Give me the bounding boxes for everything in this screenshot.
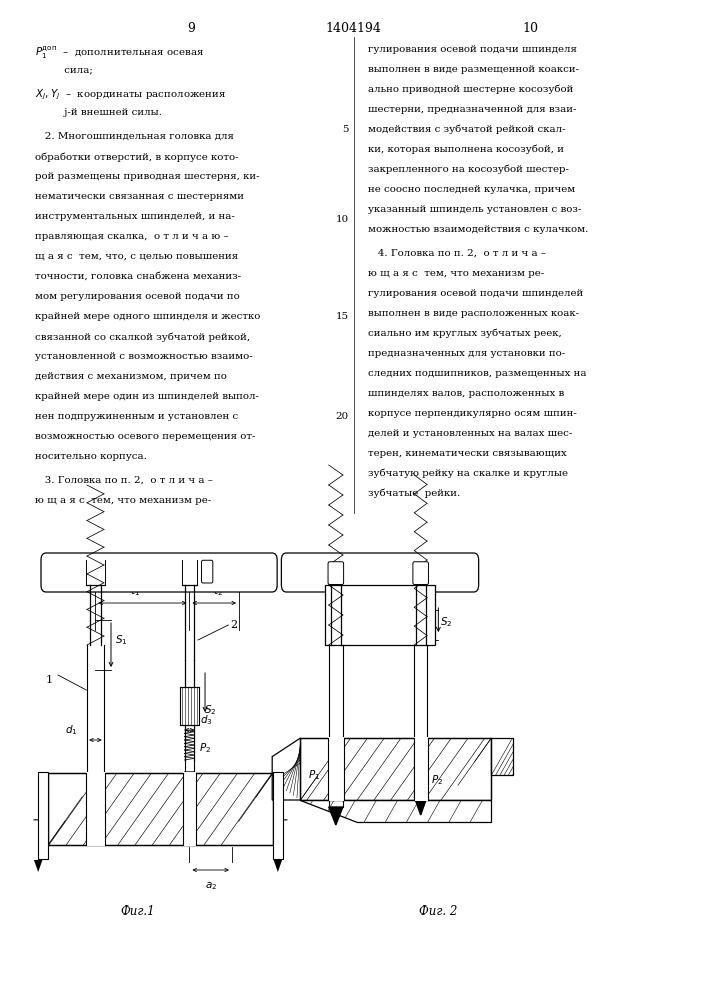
Text: крайней мере один из шпинделей выпол-: крайней мере один из шпинделей выпол-	[35, 392, 259, 401]
Text: 1404194: 1404194	[325, 22, 382, 35]
Text: сиально им круглых зубчатых реек,: сиально им круглых зубчатых реек,	[368, 329, 561, 338]
Text: ю щ а я с  тем, что механизм ре-: ю щ а я с тем, что механизм ре-	[35, 496, 211, 505]
Text: 2. Многошпиндельная головка для: 2. Многошпиндельная головка для	[35, 132, 234, 141]
Bar	[328, 737, 344, 801]
Text: шпинделях валов, расположенных в: шпинделях валов, расположенных в	[368, 389, 564, 398]
FancyBboxPatch shape	[413, 562, 428, 584]
Bar	[273, 772, 283, 859]
Bar	[48, 773, 273, 845]
Text: закрепленного на косозубой шестер-: закрепленного на косозубой шестер-	[368, 165, 568, 174]
Polygon shape	[272, 738, 300, 800]
Text: $S_1$: $S_1$	[350, 613, 363, 627]
Polygon shape	[87, 787, 104, 805]
Text: нематически связанная с шестернями: нематически связанная с шестернями	[35, 192, 245, 201]
Text: 9: 9	[187, 22, 195, 35]
Text: $S_2$: $S_2$	[440, 615, 453, 629]
Text: ки, которая выполнена косозубой, и: ки, которая выполнена косозубой, и	[368, 145, 563, 154]
Text: носительно корпуса.: носительно корпуса.	[35, 452, 147, 461]
Text: $X_j, Y_j$  –  координаты расположения: $X_j, Y_j$ – координаты расположения	[35, 88, 227, 102]
Polygon shape	[491, 738, 513, 775]
Text: 10: 10	[335, 215, 349, 224]
Text: $a_2$: $a_2$	[204, 880, 217, 892]
Text: сила;: сила;	[35, 65, 93, 74]
Text: $P_2$: $P_2$	[431, 773, 443, 787]
Text: $P^{\text{доп}}_{1}$  –  дополнительная осевая: $P^{\text{доп}}_{1}$ – дополнительная ос…	[35, 45, 205, 61]
Text: ю щ а я с  тем, что механизм ре-: ю щ а я с тем, что механизм ре-	[368, 269, 544, 278]
Bar	[325, 585, 435, 645]
Text: 1: 1	[46, 675, 53, 685]
Bar	[180, 687, 199, 725]
Text: обработки отверстий, в корпусе кото-: обработки отверстий, в корпусе кото-	[35, 152, 239, 161]
Text: модействия с зубчатой рейкой скал-: модействия с зубчатой рейкой скал-	[368, 125, 566, 134]
Text: шестерни, предназначенной для взаи-: шестерни, предназначенной для взаи-	[368, 105, 576, 114]
Text: возможностью осевого перемещения от-: возможностью осевого перемещения от-	[35, 432, 256, 441]
Text: связанной со скалкой зубчатой рейкой,: связанной со скалкой зубчатой рейкой,	[35, 332, 250, 342]
Bar	[86, 585, 105, 590]
Bar	[86, 772, 105, 846]
Text: предназначенных для установки по-: предназначенных для установки по-	[368, 349, 565, 358]
FancyBboxPatch shape	[328, 562, 344, 584]
FancyBboxPatch shape	[281, 553, 479, 592]
Bar	[183, 772, 196, 846]
Text: правляющая скалка,  о т л и ч а ю –: правляющая скалка, о т л и ч а ю –	[35, 232, 229, 241]
Text: терен, кинематически связывающих: терен, кинематически связывающих	[368, 449, 566, 458]
Text: инструментальных шпинделей, и на-: инструментальных шпинделей, и на-	[35, 212, 235, 221]
Text: указанный шпиндель установлен с воз-: указанный шпиндель установлен с воз-	[368, 205, 581, 214]
Text: действия с механизмом, причем по: действия с механизмом, причем по	[35, 372, 227, 381]
Text: 5: 5	[342, 125, 349, 134]
Text: крайней мере одного шпинделя и жестко: крайней мере одного шпинделя и жестко	[35, 312, 261, 321]
Bar	[300, 738, 491, 800]
Text: Фиг.1: Фиг.1	[121, 905, 155, 918]
Polygon shape	[329, 807, 343, 825]
Text: 10: 10	[522, 22, 538, 35]
Text: 20: 20	[335, 412, 349, 421]
Text: $d_1$: $d_1$	[65, 723, 78, 737]
Text: следних подшипников, размещенных на: следних подшипников, размещенных на	[368, 369, 586, 378]
Text: $t_1$: $t_1$	[130, 584, 141, 598]
Text: корпусе перпендикулярно осям шпин-: корпусе перпендикулярно осям шпин-	[368, 409, 576, 418]
Text: $S_2$: $S_2$	[204, 703, 216, 717]
Polygon shape	[185, 772, 194, 790]
Text: $S_1$: $S_1$	[115, 633, 128, 647]
Text: установленной с возможностью взаимо-: установленной с возможностью взаимо-	[35, 352, 253, 361]
Bar	[38, 772, 48, 859]
Text: 3. Головка по п. 2,  о т л и ч а –: 3. Головка по п. 2, о т л и ч а –	[35, 476, 214, 485]
Bar	[300, 738, 491, 800]
Text: j-й внешней силы.: j-й внешней силы.	[35, 108, 163, 117]
Text: рой размещены приводная шестерня, ки-: рой размещены приводная шестерня, ки-	[35, 172, 260, 181]
Text: нен подпружиненным и установлен с: нен подпружиненным и установлен с	[35, 412, 238, 421]
FancyBboxPatch shape	[41, 553, 277, 592]
FancyBboxPatch shape	[201, 560, 213, 583]
Polygon shape	[34, 860, 42, 872]
Polygon shape	[300, 800, 491, 822]
Text: $P_1$: $P_1$	[308, 768, 320, 782]
Text: 2: 2	[230, 620, 237, 630]
Text: мом регулирования осевой подачи по: мом регулирования осевой подачи по	[35, 292, 240, 301]
Text: зубчатые  рейки.: зубчатые рейки.	[368, 489, 460, 498]
Text: Фиг. 2: Фиг. 2	[419, 905, 457, 918]
Bar	[48, 773, 273, 845]
Text: щ а я с  тем, что, с целью повышения: щ а я с тем, что, с целью повышения	[35, 252, 238, 261]
Text: 15: 15	[335, 312, 349, 321]
Text: зубчатую рейку на скалке и круглые: зубчатую рейку на скалке и круглые	[368, 469, 568, 479]
Text: гулирования осевой подачи шпинделей: гулирования осевой подачи шпинделей	[368, 289, 583, 298]
Text: 4. Головка по п. 2,  о т л и ч а –: 4. Головка по п. 2, о т л и ч а –	[368, 249, 546, 258]
Text: точности, головка снабжена механиз-: точности, головка снабжена механиз-	[35, 272, 242, 281]
Text: выполнен в виде размещенной коакси-: выполнен в виде размещенной коакси-	[368, 65, 579, 74]
Text: $d_3$: $d_3$	[200, 713, 213, 727]
Polygon shape	[274, 860, 282, 872]
Text: можностью взаимодействия с кулачком.: можностью взаимодействия с кулачком.	[368, 225, 588, 234]
Text: выполнен в виде расположенных коак-: выполнен в виде расположенных коак-	[368, 309, 579, 318]
Bar	[414, 737, 428, 801]
Text: не соосно последней кулачка, причем: не соосно последней кулачка, причем	[368, 185, 575, 194]
Text: $t_2$: $t_2$	[213, 584, 223, 598]
Text: гулирования осевой подачи шпинделя: гулирования осевой подачи шпинделя	[368, 45, 576, 54]
Text: ально приводной шестерне косозубой: ально приводной шестерне косозубой	[368, 85, 573, 95]
Text: $P_2$: $P_2$	[199, 741, 211, 755]
Text: делей и установленных на валах шес-: делей и установленных на валах шес-	[368, 429, 572, 438]
Polygon shape	[414, 797, 427, 815]
